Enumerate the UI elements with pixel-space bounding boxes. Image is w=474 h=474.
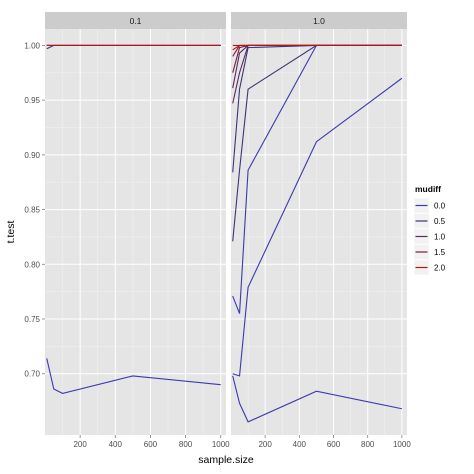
legend-title: mudiff	[415, 184, 441, 194]
series-line-0.0	[232, 375, 402, 423]
facet-label: 1.0	[313, 16, 325, 26]
y-tick-label: 0.85	[24, 206, 40, 215]
x-tick-label: 800	[179, 440, 193, 449]
x-tick-label: 600	[144, 440, 158, 449]
facet-strip	[231, 12, 407, 29]
legend-entry-label: 2.0	[434, 264, 446, 273]
panel-0.1	[45, 12, 226, 438]
y-axis-title: t.test	[5, 221, 17, 244]
x-axis-title: sample.size	[198, 454, 254, 466]
x-tick-label: 200	[258, 440, 272, 449]
y-tick-label: 1.00	[24, 41, 40, 50]
legend-entry-label: 1.0	[434, 233, 446, 242]
x-tick-label: 400	[109, 440, 123, 449]
x-tick-label: 800	[361, 440, 375, 449]
panel-background	[45, 29, 226, 435]
x-tick-label: 200	[73, 440, 87, 449]
y-tick-label: 0.95	[24, 96, 40, 105]
x-tick-label: 1000	[393, 440, 411, 449]
x-tick-label: 600	[327, 440, 341, 449]
facet-label: 0.1	[130, 16, 142, 26]
y-tick-label: 0.70	[24, 370, 40, 379]
y-tick-label: 0.90	[24, 151, 40, 160]
y-tick-label: 0.80	[24, 260, 40, 269]
x-tick-label: 1000	[212, 440, 230, 449]
x-tick-label: 400	[293, 440, 307, 449]
legend-entry-label: 0.0	[434, 202, 446, 211]
y-tick-label: 0.75	[24, 315, 40, 324]
legend-entry-label: 1.5	[434, 248, 446, 257]
panel-1.0	[231, 12, 407, 438]
legend-entry-label: 0.5	[434, 217, 446, 226]
facet-strip	[45, 12, 226, 29]
series-line-0.0	[46, 358, 221, 395]
series-line-0.0	[232, 77, 403, 377]
